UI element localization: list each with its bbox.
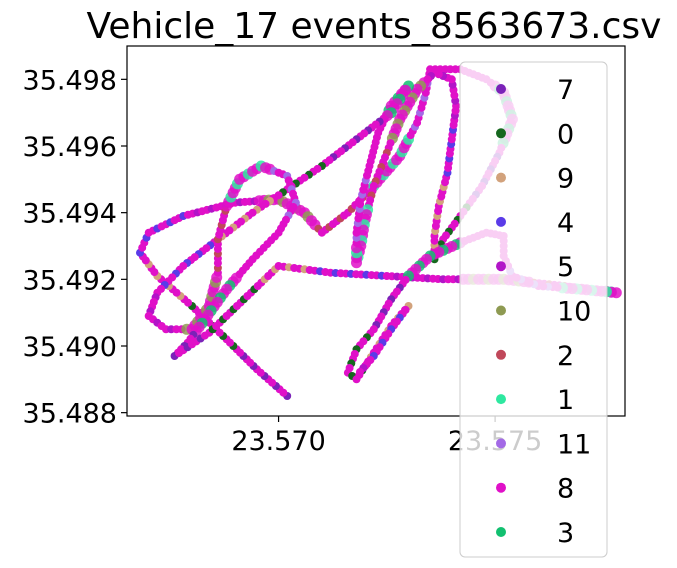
- data-point: [356, 368, 364, 376]
- legend-label: 8: [557, 474, 574, 505]
- legend-marker: [496, 128, 506, 139]
- legend-marker: [496, 394, 506, 405]
- legend-label: 5: [557, 252, 574, 283]
- legend-marker: [496, 527, 506, 537]
- legend-marker: [496, 216, 506, 227]
- legend-label: 1: [557, 385, 574, 416]
- chart-title: Vehicle_17 events_8563673.csv: [87, 6, 662, 47]
- legend-marker: [496, 349, 506, 360]
- legend-label: 10: [557, 297, 591, 328]
- legend-label: 11: [557, 429, 591, 460]
- y-tick-label: 35.494: [23, 199, 117, 230]
- legend-marker: [496, 172, 506, 183]
- legend-label: 9: [557, 164, 574, 195]
- x-tick-label: 23.570: [231, 426, 325, 457]
- y-tick-label: 35.492: [23, 265, 117, 296]
- y-tick-label: 35.490: [23, 332, 117, 363]
- legend-marker: [496, 482, 506, 493]
- y-tick-label: 35.496: [23, 132, 117, 163]
- legend-marker: [496, 261, 506, 272]
- legend-marker: [496, 438, 506, 449]
- legend-box: [459, 61, 608, 558]
- legend-label: 3: [557, 518, 574, 549]
- y-tick-label: 35.498: [23, 65, 117, 96]
- legend-label: 2: [557, 341, 574, 372]
- legend-marker: [496, 305, 506, 316]
- legend-label: 0: [557, 119, 574, 150]
- legend-label: 7: [557, 75, 574, 106]
- y-tick-label: 35.488: [23, 399, 117, 430]
- legend-label: 4: [557, 208, 574, 239]
- legend-marker: [496, 84, 506, 94]
